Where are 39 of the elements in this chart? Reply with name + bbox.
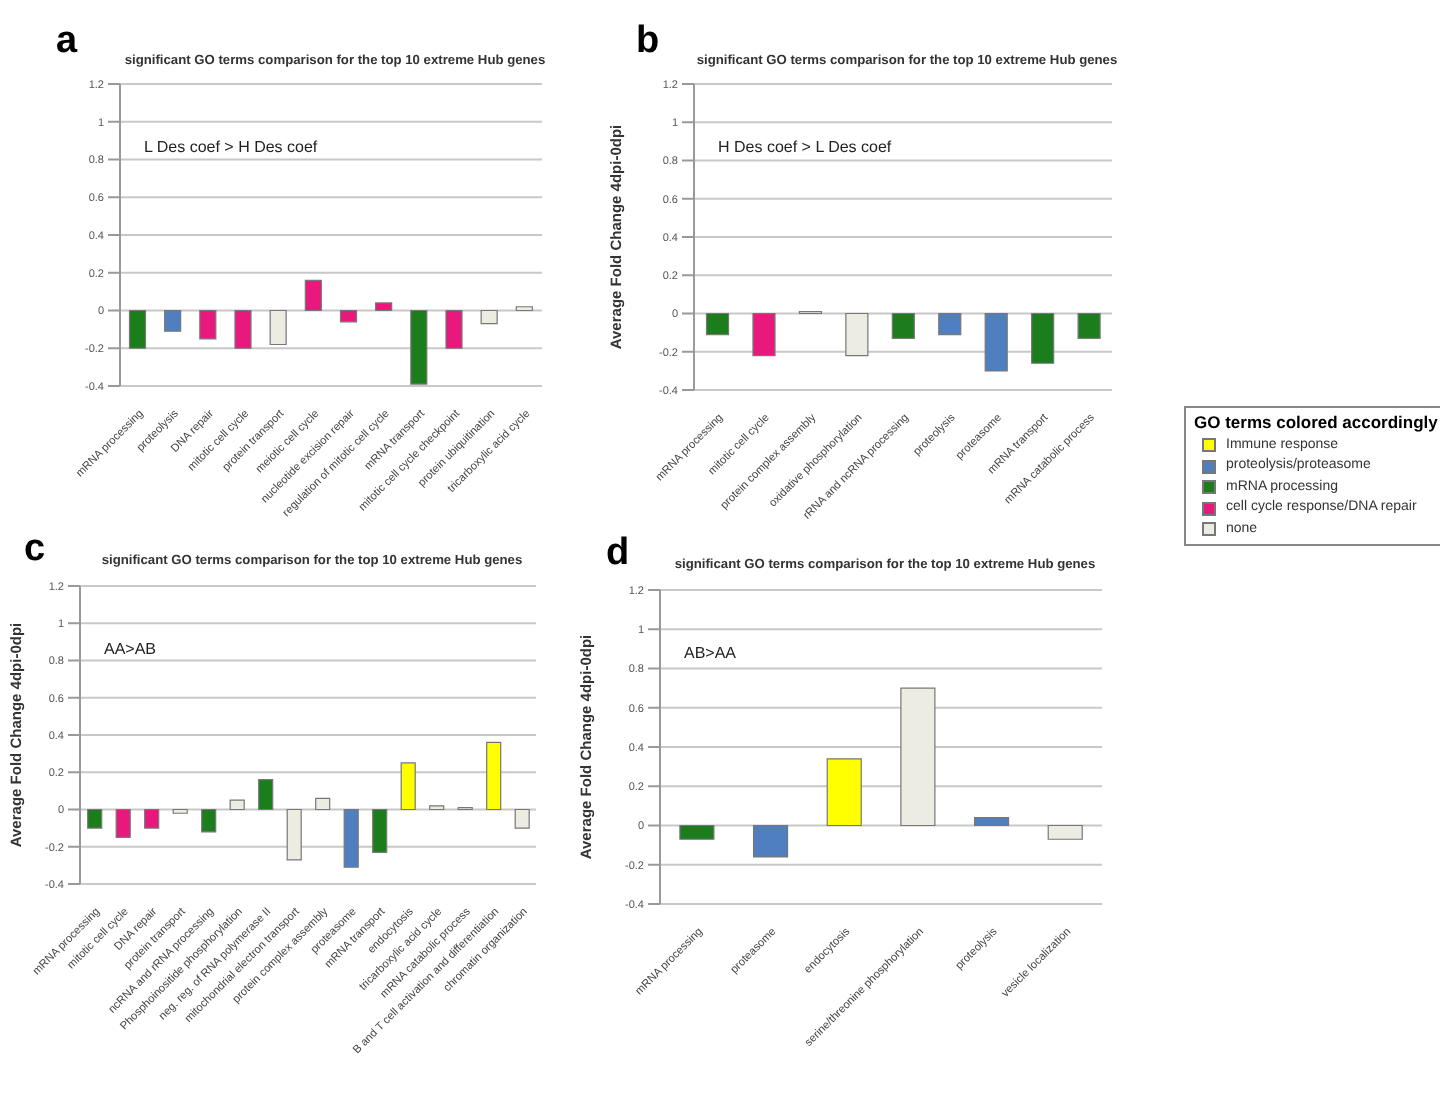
bar — [87, 808, 103, 829]
bar — [234, 309, 252, 349]
bar — [269, 309, 287, 346]
text: b — [636, 20, 660, 64]
bar — [900, 687, 936, 827]
text: c — [24, 528, 46, 572]
bar — [372, 808, 388, 853]
text: d — [606, 532, 630, 576]
text: a — [56, 20, 78, 64]
annotation: AA>AB — [104, 640, 157, 658]
bar — [286, 808, 302, 861]
bar — [973, 817, 1010, 827]
bar — [400, 762, 416, 811]
bar — [128, 309, 147, 349]
legend-title: GO terms colored accordingly — [1194, 411, 1438, 431]
bar — [115, 808, 131, 839]
annotation: AB>AA — [684, 644, 737, 662]
bar — [199, 309, 217, 340]
bar — [144, 808, 160, 829]
annotation: H Des coef > L Des coef — [718, 138, 892, 156]
bar — [752, 824, 789, 858]
bar — [480, 309, 498, 325]
bar — [258, 779, 274, 811]
bar — [514, 808, 530, 829]
bar — [410, 309, 428, 385]
bar — [375, 302, 393, 312]
bar — [679, 824, 715, 840]
bar — [304, 279, 322, 312]
bar — [486, 741, 502, 811]
bar — [826, 758, 862, 827]
bar — [315, 797, 331, 811]
bar — [339, 309, 358, 323]
bar — [164, 309, 182, 332]
bar — [445, 309, 463, 349]
bar — [201, 808, 217, 833]
bar — [229, 799, 245, 811]
annotation: L Des coef > H Des coef — [144, 138, 318, 156]
bar — [1047, 824, 1083, 840]
bar — [343, 808, 359, 868]
